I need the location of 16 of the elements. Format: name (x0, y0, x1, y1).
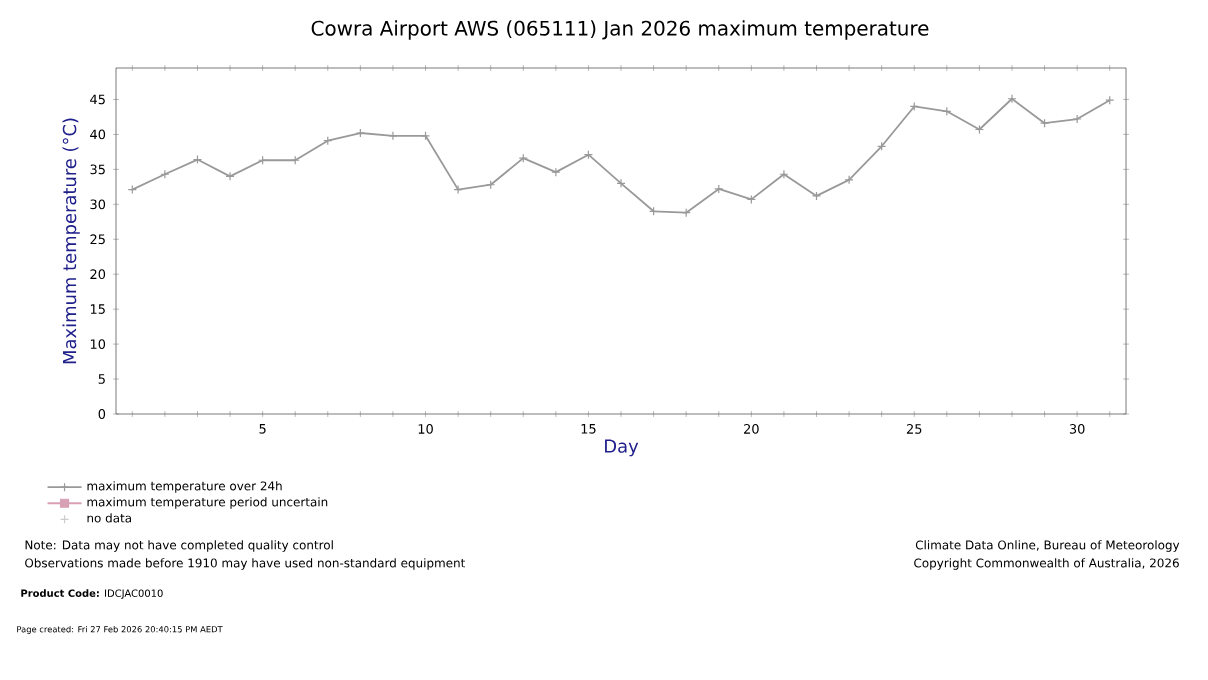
point (160, 169, 170, 179)
point (714, 184, 724, 194)
point (1072, 114, 1082, 124)
point (779, 169, 789, 179)
point (225, 171, 235, 181)
point (388, 131, 398, 141)
point (616, 178, 626, 188)
point (811, 191, 822, 201)
point (844, 175, 854, 185)
point (551, 167, 561, 177)
point (453, 185, 463, 195)
y-axis-title: Maximum temperature (°C) (62, 118, 80, 364)
point (355, 128, 365, 138)
point (1007, 94, 1017, 104)
x-axis-title: Day (605, 439, 639, 457)
chart-title: Cowra Airport AWS (065111) Jan 2026 maximum temperature (311, 20, 929, 40)
